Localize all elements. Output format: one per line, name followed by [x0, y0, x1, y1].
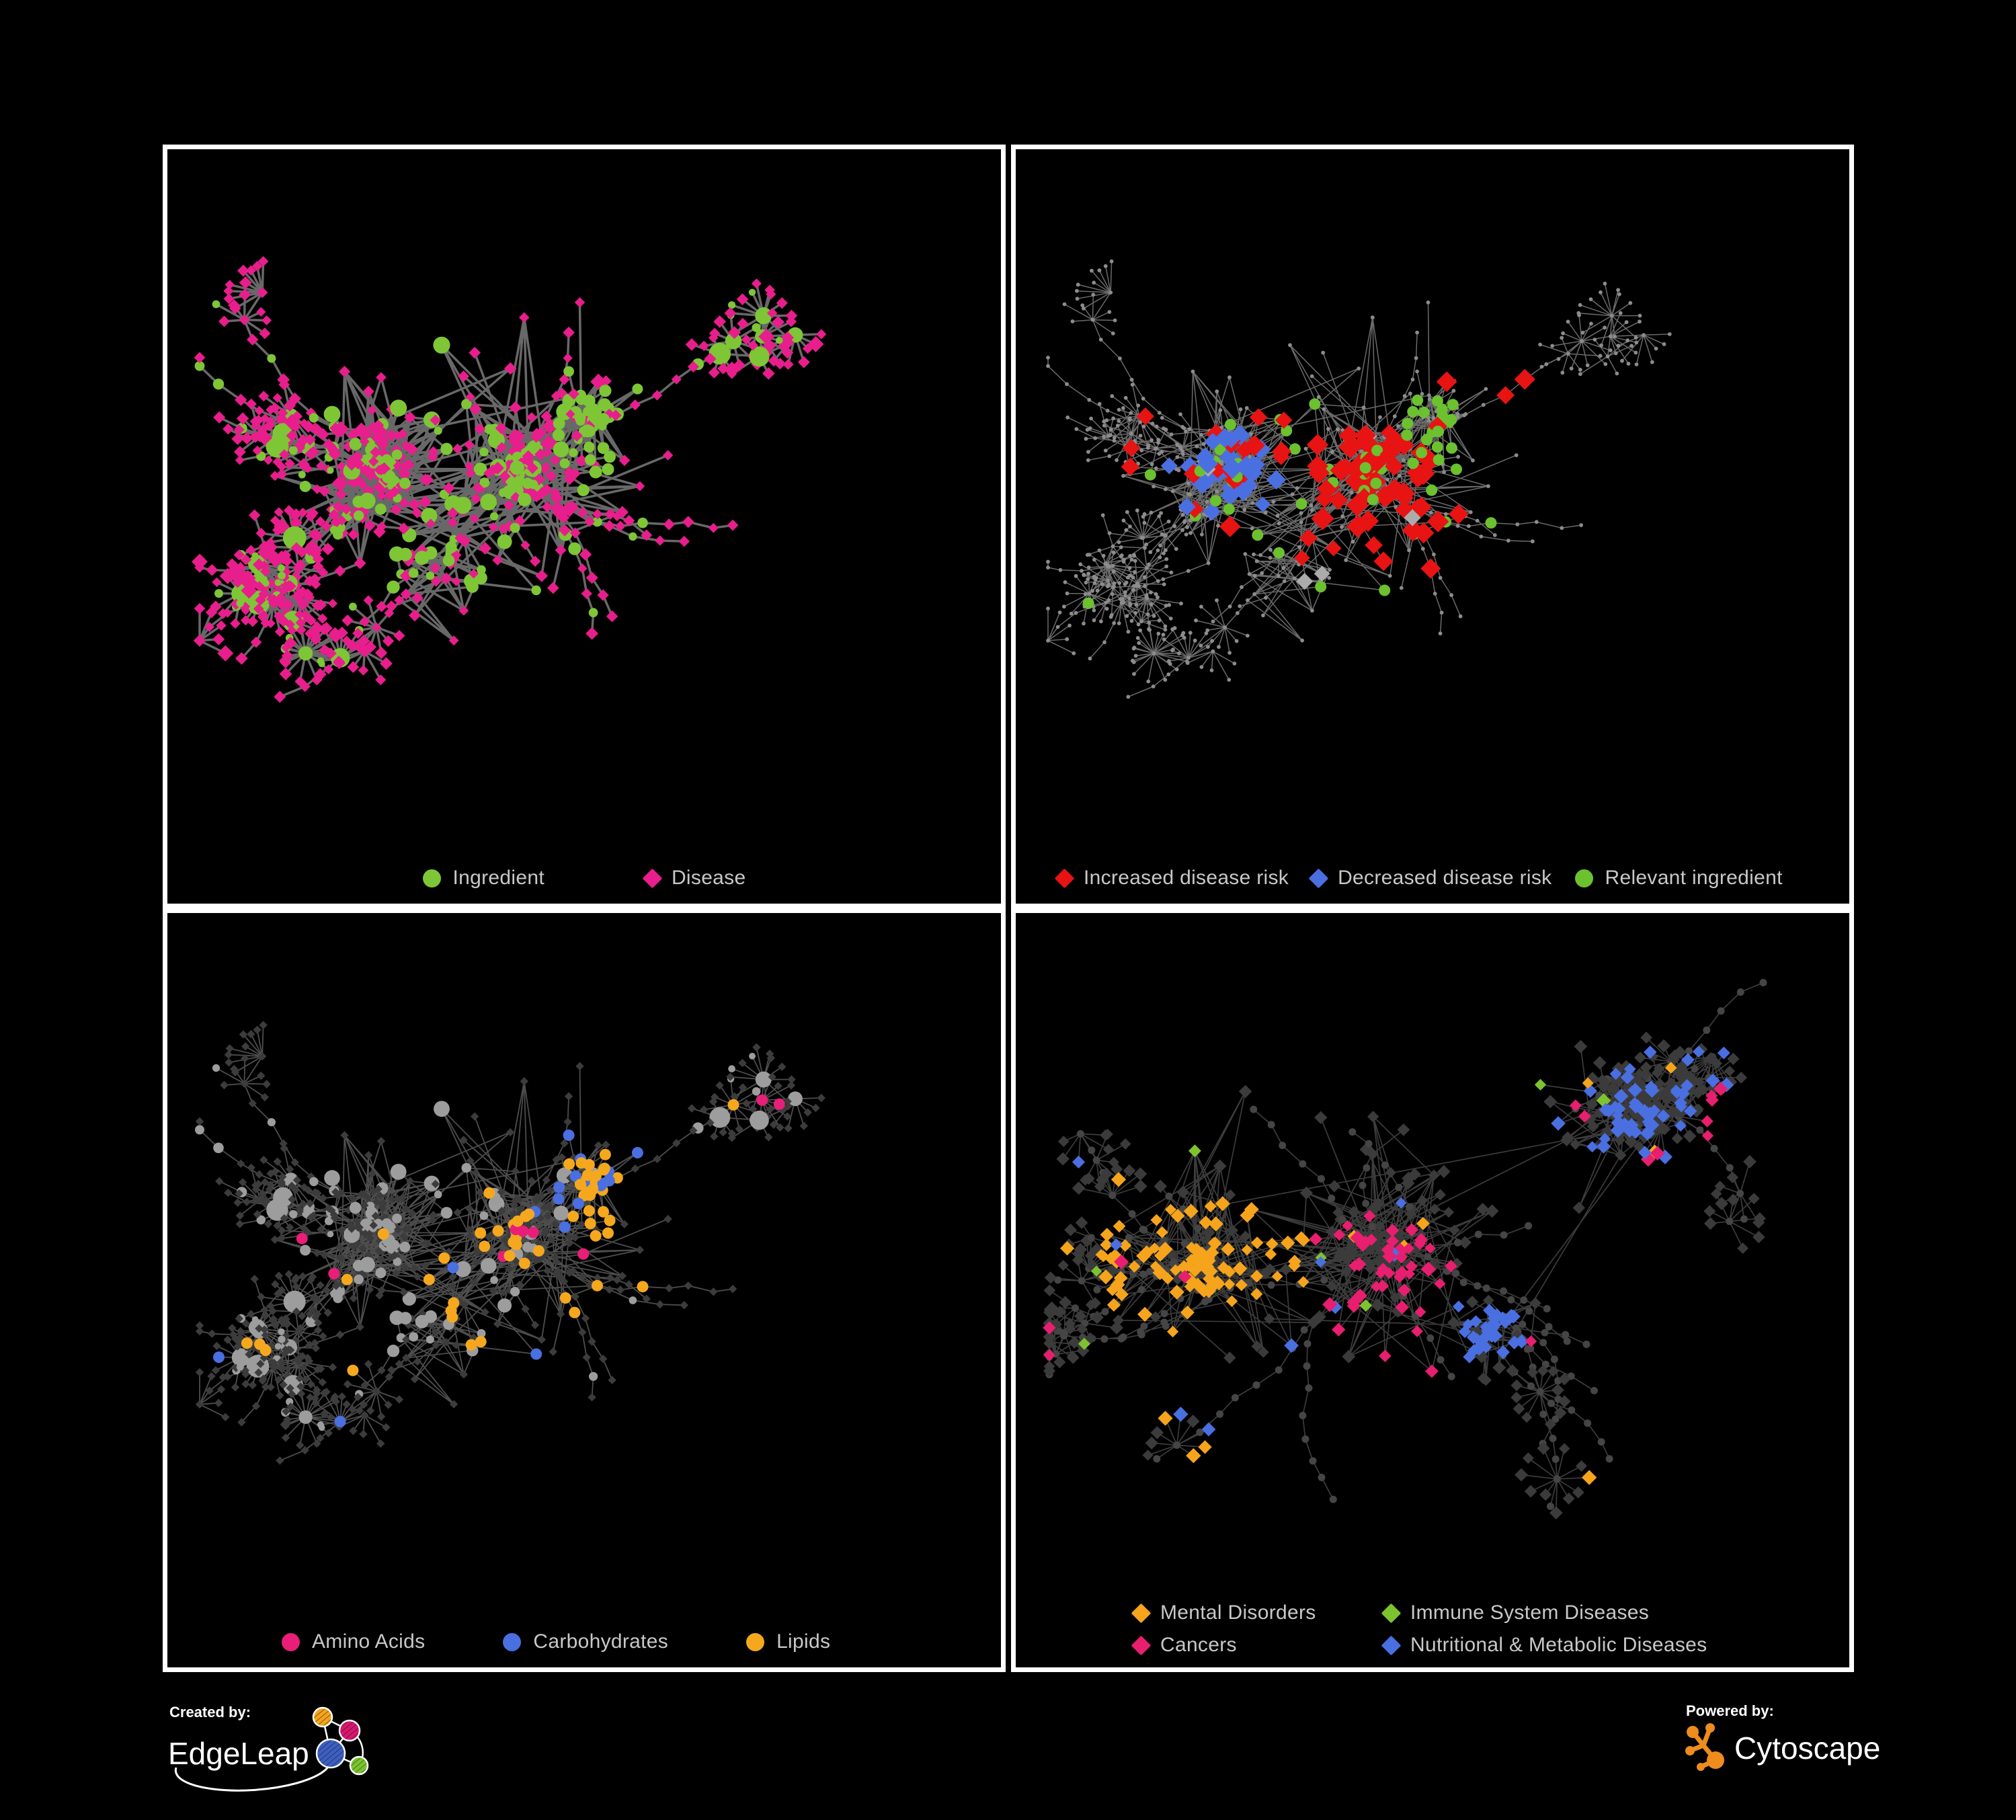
legend-circle-swatch — [422, 869, 441, 887]
legend-nutrient-categories: Amino Acids Carbohydrates Lipids — [167, 1624, 1001, 1659]
legend-label: Disease — [671, 867, 746, 889]
legend-item-disease: Disease — [642, 867, 746, 889]
legend-item-cancers: Cancers — [1131, 1634, 1384, 1657]
legend-label: Relevant ingredient — [1605, 867, 1783, 889]
legend-item-ingredient: Ingredient — [422, 867, 545, 889]
legend-label: Mental Disorders — [1160, 1601, 1316, 1624]
panel-ingredients-diseases: Ingredient Disease — [163, 145, 1006, 908]
legend-circle-swatch — [1574, 869, 1593, 887]
legend-item-decreased-disease-risk: Decreased disease risk — [1308, 867, 1552, 889]
panel-disease-categories: Mental Disorders Immune System Diseases Ca… — [1011, 908, 1854, 1672]
legend-label: Lipids — [776, 1630, 831, 1653]
panel-disease-risk: Increased disease risk Decreased disease … — [1011, 145, 1854, 908]
legend-diamond-swatch — [1308, 868, 1329, 888]
legend-item-carbohydrates: Carbohydrates — [503, 1630, 668, 1653]
legend-diamond-swatch — [1131, 1603, 1152, 1623]
legend-item-lipids: Lipids — [746, 1630, 830, 1653]
legend-diamond-swatch — [1054, 868, 1075, 888]
legend-label: Amino Acids — [312, 1630, 426, 1653]
cytoscape-logo: Powered by: Cytoscape — [1685, 1702, 1880, 1771]
legend-circle-swatch — [282, 1632, 300, 1651]
legend-item-increased-disease-risk: Increased disease risk — [1054, 867, 1289, 889]
legend-label: Carbohydrates — [533, 1630, 669, 1653]
created-by-label: Created by: — [169, 1704, 251, 1720]
disease-categories-network — [1043, 979, 1767, 1519]
legend-diamond-swatch — [642, 868, 663, 888]
legend-diamond-swatch — [1381, 1603, 1402, 1623]
legend-disease-risk: Increased disease risk Decreased disease … — [1016, 861, 1849, 896]
legend-item-amino-acids: Amino Acids — [282, 1630, 425, 1653]
powered-by-label: Powered by: — [1686, 1702, 1774, 1719]
legend-diamond-swatch — [1131, 1635, 1152, 1655]
legend-label: Nutritional & Metabolic Diseases — [1410, 1634, 1707, 1656]
legend-circle-swatch — [503, 1632, 522, 1651]
cytoscape-wordmark: Cytoscape — [1734, 1731, 1880, 1766]
legend-label: Ingredient — [452, 867, 545, 889]
legend-diamond-swatch — [1381, 1635, 1402, 1655]
edgeleap-logo: Created by: EdgeLeap — [168, 1704, 369, 1792]
legend-item-mental-disorders: Mental Disorders — [1131, 1601, 1384, 1624]
legend-label: Cancers — [1160, 1634, 1237, 1656]
nutrient-categories-network — [195, 1021, 825, 1465]
legend-item-nutritional-metabolic-diseases: Nutritional & Metabolic Diseases — [1381, 1634, 1849, 1657]
edgeleap-wordmark: EdgeLeap — [168, 1736, 309, 1771]
cytoscape-icon — [1685, 1723, 1724, 1771]
legend-label: Immune System Diseases — [1410, 1601, 1650, 1624]
legend-disease-categories: Mental Disorders Immune System Diseases Ca… — [1016, 1601, 1849, 1657]
edgeleap-graph-icon — [312, 1706, 369, 1776]
legend-label: Increased disease risk — [1084, 867, 1289, 889]
legend-item-immune-system-diseases: Immune System Diseases — [1381, 1601, 1849, 1624]
legend-item-relevant-ingredient: Relevant ingredient — [1574, 867, 1783, 889]
legend-circle-swatch — [746, 1632, 765, 1651]
disease-risk-network — [1046, 259, 1672, 699]
ingredient-disease-network — [192, 255, 827, 703]
legend-ingredients-diseases: Ingredient Disease — [167, 861, 1001, 896]
legend-label: Decreased disease risk — [1338, 867, 1552, 889]
panel-nutrient-categories: Amino Acids Carbohydrates Lipids — [163, 908, 1006, 1672]
